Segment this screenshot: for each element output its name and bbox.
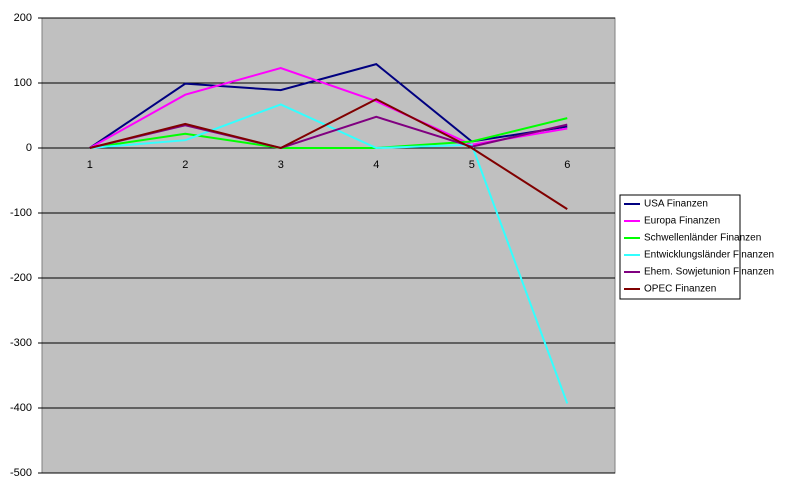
legend-label: Entwicklungsländer Finanzen [644,250,774,261]
series-line [89,103,569,404]
legend-label: Schwellenländer Finanzen [644,233,761,244]
y-tick-label: 200 [14,12,32,24]
series-line [89,115,568,150]
y-tick-label: -100 [10,207,32,219]
legend-box [619,194,741,300]
x-tick-label: 4 [373,159,379,171]
y-tick-label: -200 [10,272,32,284]
x-tick-label: 5 [469,159,475,171]
legend-label: USA Finanzen [644,199,708,210]
y-tick-label: -400 [10,402,32,414]
series-line [89,98,568,210]
y-tick-label: -300 [10,337,32,349]
y-tick-label: -500 [10,467,32,479]
legend-label: Europa Finanzen [644,216,720,227]
y-tick-label: 0 [26,142,32,154]
x-tick-label: 1 [87,159,93,171]
series-line [89,117,568,149]
x-tick-label: 3 [278,159,284,171]
x-tick-label: 2 [182,159,188,171]
x-tick-label: 6 [564,159,570,171]
plot-area [41,17,616,474]
y-tick-label: 100 [14,77,32,89]
series-line [89,63,568,149]
legend-label: OPEC Finanzen [644,284,716,295]
legend-label: Ehem. Sowjetunion Finanzen [644,267,774,278]
